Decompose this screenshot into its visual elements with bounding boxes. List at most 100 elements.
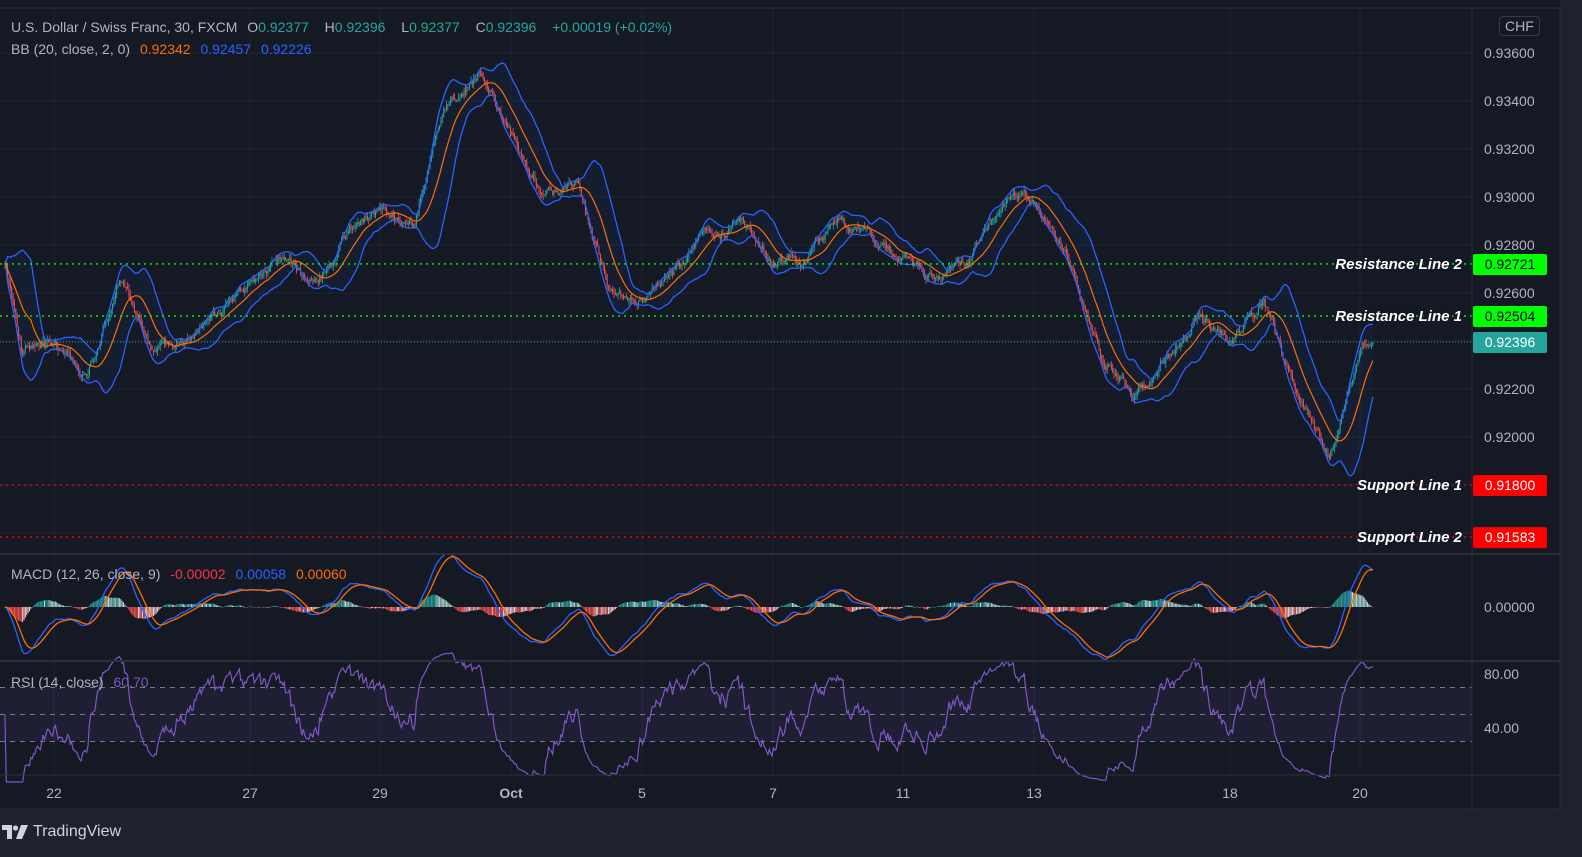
macd-histogram-bar: [1345, 591, 1347, 607]
rsi-pane: [4, 652, 1374, 783]
currency-button[interactable]: CHF: [1499, 16, 1540, 36]
macd-histogram-bar: [740, 606, 742, 607]
bb-legend[interactable]: BB (20, close, 2, 0) 0.92342 0.92457 0.9…: [11, 41, 318, 57]
macd-histogram-bar: [969, 606, 971, 608]
macd-histogram-bar: [1335, 600, 1337, 607]
macd-histogram-bar: [512, 607, 514, 613]
tradingview-logo[interactable]: TradingView: [2, 823, 121, 841]
macd-histogram-bar: [174, 605, 176, 607]
candle: [1181, 342, 1183, 344]
macd-histogram-bar: [1274, 607, 1276, 614]
macd-histogram-bar: [1219, 607, 1221, 613]
chart-canvas[interactable]: 0.936000.934000.932000.930000.928000.926…: [0, 0, 1582, 810]
macd-histogram-bar: [1285, 607, 1287, 619]
macd-histogram-bar: [294, 607, 296, 611]
candle: [150, 344, 152, 348]
macd-histogram-bar: [448, 603, 450, 607]
candle: [122, 283, 124, 284]
candle: [321, 274, 323, 279]
macd-histogram-bar: [120, 599, 122, 607]
macd-histogram-bar: [347, 601, 349, 607]
macd-histogram-bar: [1249, 601, 1251, 607]
macd-histogram-bar: [63, 605, 65, 607]
macd-histogram-bar: [1007, 605, 1009, 607]
macd-histogram-bar: [507, 607, 509, 616]
macd-signal-value: 0.00060: [295, 566, 347, 582]
macd-histogram-bar: [231, 605, 233, 607]
candle: [414, 224, 416, 227]
macd-histogram-bar: [1336, 598, 1338, 607]
macd-histogram-bar: [1263, 603, 1265, 607]
macd-histogram-bar: [967, 606, 969, 607]
macd-histogram-bar: [605, 607, 607, 615]
macd-histogram-bar: [791, 603, 793, 607]
macd-histogram-bar: [948, 602, 950, 607]
candle: [223, 307, 225, 312]
candle: [191, 336, 193, 339]
macd-histogram-bar: [256, 607, 258, 608]
candle: [33, 345, 35, 349]
macd-histogram-bar: [503, 607, 505, 617]
macd-histogram-bar: [826, 603, 828, 607]
candle: [860, 228, 862, 230]
candle: [530, 175, 532, 177]
macd-histogram-bar: [289, 607, 291, 610]
macd-histogram-bar: [441, 598, 443, 607]
candle: [1113, 371, 1115, 375]
candle: [643, 300, 645, 303]
macd-histogram-bar: [737, 605, 739, 607]
time-axis[interactable]: 22 27 29 Oct 5 7 11 13 18 20: [46, 785, 1368, 801]
candle: [467, 87, 469, 88]
candle: [234, 295, 236, 298]
macd-histogram-bar: [140, 607, 142, 619]
macd-histogram-bar: [535, 607, 537, 609]
macd-histogram-bar: [1234, 607, 1236, 609]
macd-histogram-bar: [1332, 603, 1334, 607]
candle: [920, 265, 922, 268]
candle: [67, 351, 69, 354]
macd-legend[interactable]: MACD (12, 26, close, 9) -0.00002 0.00058…: [11, 566, 353, 582]
candle: [776, 262, 778, 266]
candle: [281, 258, 283, 260]
candle: [435, 135, 436, 142]
candle: [714, 236, 716, 237]
macd-histogram-bar: [609, 607, 611, 614]
candle: [1263, 298, 1265, 302]
candle: [580, 188, 582, 196]
candle: [268, 267, 270, 272]
macd-histogram-bar: [488, 607, 490, 615]
candle: [309, 279, 311, 282]
macd-histogram-bar: [1252, 603, 1254, 607]
macd-histogram-bar: [1283, 607, 1285, 619]
candle: [1139, 387, 1141, 388]
price-axis[interactable]: 0.936000.934000.932000.930000.928000.926…: [1484, 45, 1535, 736]
rsi-legend[interactable]: RSI (14, close) 60.70: [11, 674, 155, 690]
macd-histogram-bar: [136, 607, 138, 619]
candle: [155, 350, 157, 352]
macd-histogram-bar: [478, 607, 480, 610]
candle: [114, 294, 116, 300]
macd-histogram-bar: [1147, 600, 1149, 607]
macd-histogram-bar: [1272, 607, 1274, 612]
macd-histogram-bar: [392, 607, 394, 612]
macd-histogram-bar: [52, 601, 54, 607]
macd-histogram-bar: [860, 607, 862, 610]
macd-histogram-bar: [1343, 592, 1345, 607]
macd-histogram-bar: [905, 605, 907, 607]
candle: [1287, 365, 1289, 370]
candle: [1338, 430, 1340, 436]
macd-histogram-bar: [595, 607, 597, 616]
macd-histogram-bar: [1026, 607, 1028, 611]
candle: [586, 211, 588, 215]
macd-histogram-bar: [798, 606, 800, 607]
macd-histogram-bar: [496, 607, 498, 617]
candle: [488, 88, 490, 93]
macd-histogram-bar: [986, 602, 988, 607]
macd-histogram-bar: [227, 605, 229, 607]
candle: [1199, 313, 1201, 316]
candle: [617, 292, 619, 295]
macd-histogram-bar: [632, 601, 634, 607]
candle: [548, 186, 550, 191]
candle: [406, 223, 408, 225]
macd-histogram-bar: [691, 604, 693, 607]
